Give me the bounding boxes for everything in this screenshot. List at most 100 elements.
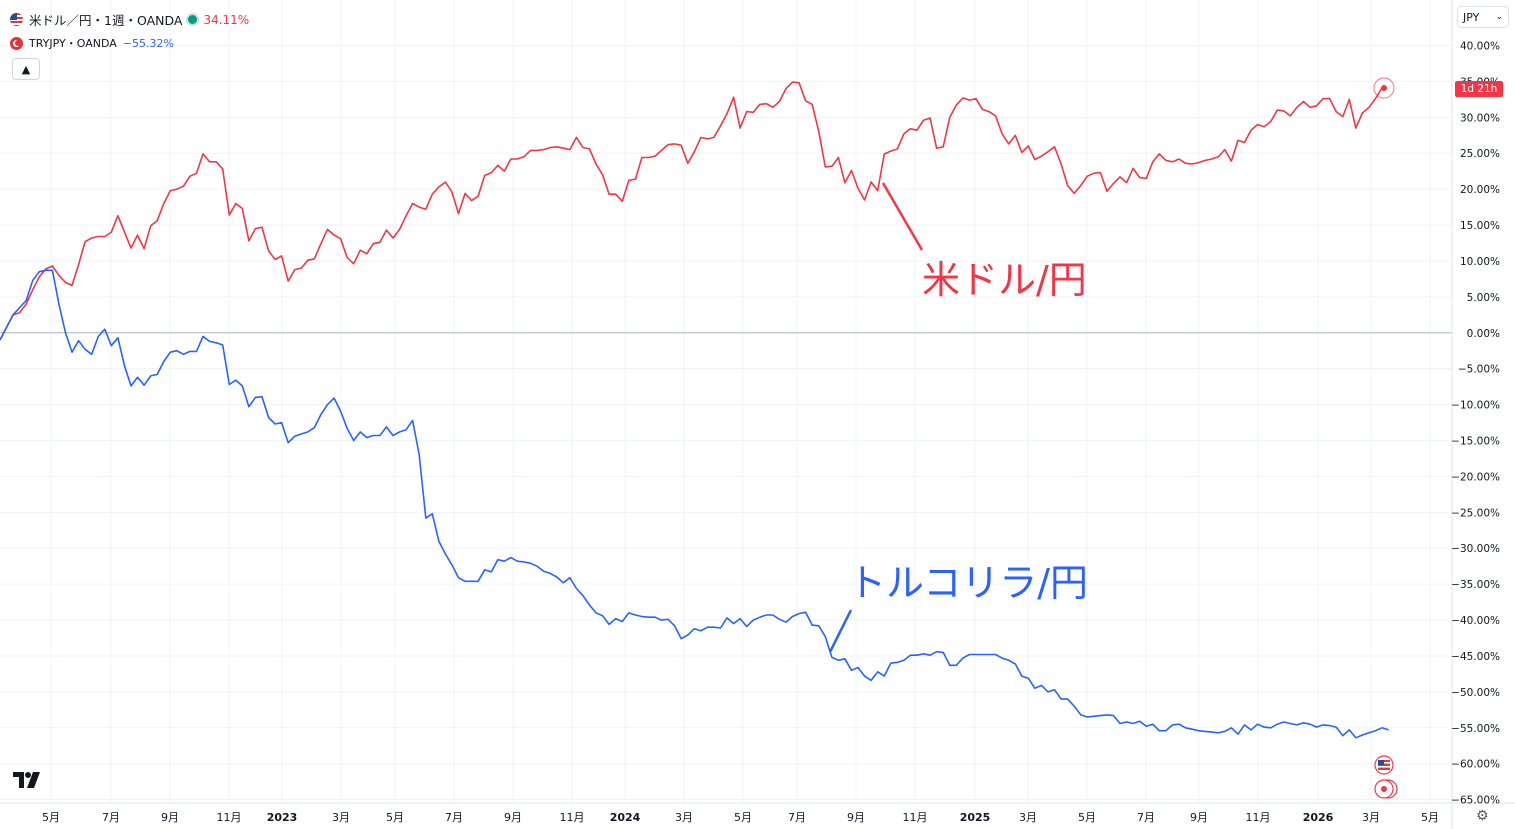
currency-select[interactable]: JPY ⌄ — [1457, 6, 1509, 28]
time-axis-tick-label: 11月 — [217, 811, 242, 824]
record-event-icon[interactable] — [1374, 779, 1398, 799]
usdjpy-data-point — [962, 97, 964, 99]
usdjpy-data-point — [1237, 139, 1239, 141]
tryjpy-data-point — [798, 612, 800, 614]
tryjpy-data-point — [1060, 698, 1062, 700]
usdjpy-data-point — [261, 226, 263, 228]
usdjpy-data-point — [1008, 143, 1010, 145]
time-axis-tick-label: 5月 — [734, 811, 752, 824]
tryjpy-series-line[interactable] — [0, 269, 1389, 739]
tryjpy-data-point — [156, 373, 158, 375]
price-axis-tick-label: 25.00% — [1460, 148, 1500, 160]
usdjpy-data-point — [1171, 161, 1173, 163]
tryjpy-data-point — [1381, 727, 1383, 729]
tryjpy-data-point — [942, 651, 944, 653]
tryjpy-data-point — [274, 423, 276, 425]
us-flag-event-icon[interactable] — [1374, 755, 1394, 775]
tryjpy-data-point — [778, 618, 780, 620]
usdjpy-data-point — [752, 111, 754, 113]
market-open-dot-icon — [188, 15, 198, 24]
tryjpy-data-point — [1283, 721, 1285, 723]
usdjpy-data-point — [64, 281, 66, 283]
tryjpy-data-point — [1204, 730, 1206, 732]
usdjpy-data-point — [1243, 141, 1245, 143]
tryjpy-data-point — [529, 562, 531, 564]
tryjpy-data-point — [58, 303, 60, 305]
tryjpy-data-point — [575, 587, 577, 589]
legend-usdjpy[interactable]: 米ドル／円・1週・OANDA 34.11% — [10, 10, 249, 29]
usdjpy-data-point — [503, 170, 505, 172]
collapse-legend-button[interactable]: ▲ — [12, 58, 40, 80]
usdjpy-data-point — [549, 146, 551, 148]
gear-icon[interactable]: ⚙ — [1476, 808, 1489, 824]
usdjpy-data-point — [18, 312, 20, 314]
usdjpy-data-point — [379, 241, 381, 243]
price-axis-tick-label: 30.00% — [1460, 112, 1500, 124]
usdjpy-data-point — [1093, 172, 1095, 174]
usdjpy-data-point — [680, 144, 682, 146]
legend-usd-symbol: 米ドル／円・1週・OANDA — [29, 13, 183, 28]
usdjpy-data-point — [1309, 106, 1311, 108]
usdjpy-data-point — [51, 265, 53, 267]
usd-last-point-marker[interactable] — [1373, 77, 1395, 99]
usdjpy-series-line[interactable] — [0, 81, 1383, 341]
tryjpy-data-point — [772, 614, 774, 616]
usdjpy-data-point — [438, 186, 440, 188]
usdjpy-data-point — [1014, 134, 1016, 136]
tryjpy-data-point — [706, 626, 708, 628]
usdjpy-data-point — [425, 208, 427, 210]
usdjpy-data-point — [687, 162, 689, 164]
usdjpy-data-point — [1250, 129, 1252, 131]
tryjpy-data-point — [752, 619, 754, 621]
usdjpy-data-point — [1355, 127, 1357, 129]
usdjpy-data-point — [949, 116, 951, 118]
usdjpy-data-point — [909, 128, 911, 130]
tryjpy-data-point — [1165, 730, 1167, 732]
price-axis[interactable]: 40.00%35.00%30.00%25.00%20.00%15.00%10.0… — [1451, 41, 1500, 807]
tryjpy-data-point — [208, 340, 210, 342]
tryjpy-data-point — [320, 413, 322, 415]
usdjpy-data-point — [497, 164, 499, 166]
usdjpy-data-point — [444, 181, 446, 183]
usdjpy-data-point — [942, 146, 944, 148]
usdjpy-data-point — [588, 148, 590, 150]
usdjpy-data-point — [176, 188, 178, 190]
tryjpy-data-point — [831, 656, 833, 658]
legend-try-symbol: TRYJPY・OANDA — [29, 37, 117, 50]
usdjpy-data-point — [778, 100, 780, 102]
usdjpy-data-point — [235, 202, 237, 204]
time-axis[interactable]: 5月 7月 9月 11月 2023 3月 5月 7月 9月 11月 2024 3月 5月 7月 9月 11月 2… — [42, 811, 1439, 824]
usdjpy-data-point — [1152, 161, 1154, 163]
usdjpy-data-point — [732, 96, 734, 98]
legend-tryjpy[interactable]: TRYJPY・OANDA −55.32% — [10, 35, 174, 51]
usd-annotation-text: 米ドル/円 — [922, 258, 1087, 302]
price-axis-tick-label: −30.00% — [1451, 543, 1500, 555]
tryjpy-data-point — [556, 576, 558, 578]
usdjpy-data-point — [818, 131, 820, 133]
price-axis-tick-label: 40.00% — [1460, 41, 1500, 53]
usdjpy-data-point — [1368, 106, 1370, 108]
tryjpy-data-point — [457, 577, 459, 579]
price-axis-tick-label: −15.00% — [1451, 436, 1500, 448]
tryjpy-data-point — [818, 625, 820, 627]
usdjpy-data-point — [1302, 100, 1304, 102]
usdjpy-data-point — [719, 125, 721, 127]
time-axis-tick-label: 2026 — [1303, 811, 1334, 824]
tradingview-logo-icon[interactable] — [13, 772, 43, 788]
tryjpy-data-point — [719, 627, 721, 629]
usdjpy-data-point — [857, 187, 859, 189]
tryjpy-data-point — [1171, 724, 1173, 726]
usdjpy-data-point — [1053, 146, 1055, 148]
tryjpy-data-point — [1021, 675, 1023, 677]
tryjpy-data-point — [1342, 735, 1344, 737]
usdjpy-data-point — [850, 169, 852, 171]
price-axis-tick-label: 0.00% — [1467, 328, 1500, 340]
usdjpy-data-point — [150, 225, 152, 227]
tryjpy-data-point — [582, 594, 584, 596]
usdjpy-data-point — [1348, 98, 1350, 100]
usdjpy-data-point — [791, 81, 793, 83]
usdjpy-data-point — [1335, 110, 1337, 112]
usdjpy-data-point — [123, 231, 125, 233]
usdjpy-data-point — [110, 231, 112, 233]
